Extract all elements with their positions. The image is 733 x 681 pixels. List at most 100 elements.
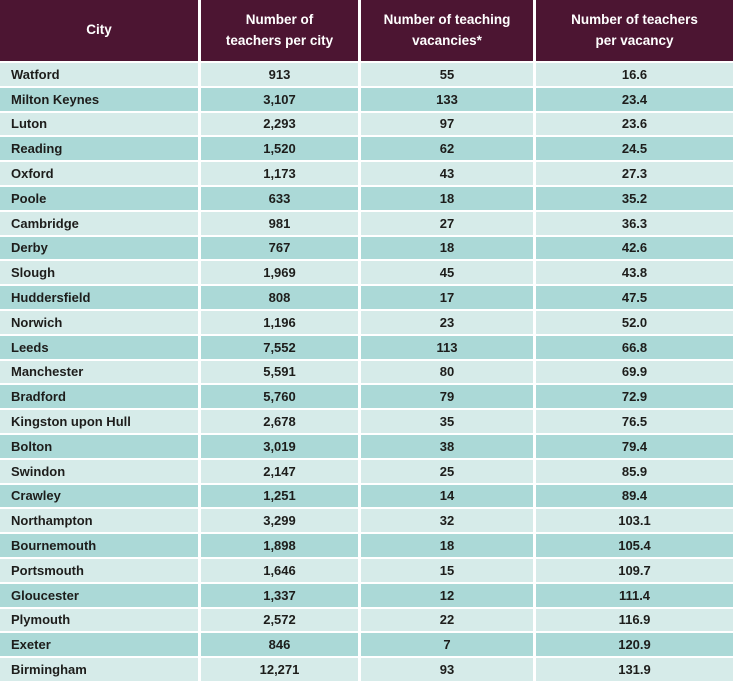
vacancies-count-cell: 55 [361,63,533,86]
city-cell: Milton Keynes [0,87,198,111]
teachers-per-vacancy-cell: 76.5 [536,410,733,433]
city-cell: Manchester [0,360,198,384]
teachers-per-vacancy-cell: 116.9 [536,608,733,632]
city-cell: Kingston upon Hull [0,410,198,433]
city-cell: Slough [0,261,198,285]
teachers-per-vacancy-cell: 23.4 [536,87,733,111]
vacancies-count-cell: 17 [361,286,533,309]
city-cell: Huddersfield [0,286,198,309]
city-cell: Reading [0,137,198,161]
teachers-count-cell: 767 [201,236,358,260]
teachers-per-vacancy-cell: 36.3 [536,211,733,235]
city-cell: Bolton [0,434,198,458]
teachers-count-cell: 3,019 [201,434,358,458]
vacancies-count-cell: 12 [361,583,533,607]
vacancies-count-cell: 27 [361,211,533,235]
teachers-per-vacancy-cell: 89.4 [536,484,733,508]
teachers-per-vacancy-cell: 52.0 [536,310,733,334]
vacancies-count-cell: 14 [361,484,533,508]
teachers-count-cell: 1,898 [201,534,358,557]
teachers-per-vacancy-cell: 111.4 [536,583,733,607]
vacancies-count-cell: 7 [361,633,533,657]
teachers-count-cell: 981 [201,211,358,235]
teachers-per-vacancy-cell: 69.9 [536,360,733,384]
city-cell: Plymouth [0,608,198,632]
city-cell: Northampton [0,509,198,533]
teachers-count-cell: 846 [201,633,358,657]
teachers-per-vacancy-cell: 27.3 [536,162,733,185]
city-cell: Exeter [0,633,198,657]
teachers-count-cell: 1,251 [201,484,358,508]
teachers-count-cell: 2,293 [201,112,358,136]
vacancies-count-cell: 97 [361,112,533,136]
teachers-count-cell: 913 [201,63,358,86]
teachers-per-vacancy-cell: 47.5 [536,286,733,309]
teachers-count-cell: 3,107 [201,87,358,111]
vacancies-count-cell: 79 [361,385,533,409]
vacancies-count-cell: 38 [361,434,533,458]
city-cell: Swindon [0,459,198,483]
teachers-per-vacancy-cell: 109.7 [536,558,733,582]
teachers-count-cell: 1,173 [201,162,358,185]
vacancies-count-cell: 133 [361,87,533,111]
vacancies-count-cell: 93 [361,658,533,681]
column-header-teachers-per-city: Number of teachers per city [201,0,358,61]
city-cell: Bradford [0,385,198,409]
teachers-count-cell: 1,196 [201,310,358,334]
teachers-per-vacancy-cell: 72.9 [536,385,733,409]
teachers-count-cell: 808 [201,286,358,309]
vacancies-count-cell: 18 [361,186,533,210]
city-cell: Norwich [0,310,198,334]
vacancies-count-cell: 80 [361,360,533,384]
city-cell: Oxford [0,162,198,185]
vacancies-count-cell: 15 [361,558,533,582]
city-cell: Derby [0,236,198,260]
vacancies-count-cell: 62 [361,137,533,161]
teachers-per-vacancy-cell: 85.9 [536,459,733,483]
teachers-per-vacancy-cell: 35.2 [536,186,733,210]
teachers-count-cell: 5,591 [201,360,358,384]
city-cell: Watford [0,63,198,86]
city-cell: Birmingham [0,658,198,681]
city-cell: Poole [0,186,198,210]
vacancies-count-cell: 18 [361,236,533,260]
vacancies-count-cell: 45 [361,261,533,285]
teachers-per-vacancy-cell: 42.6 [536,236,733,260]
teachers-count-cell: 1,520 [201,137,358,161]
teachers-count-cell: 2,147 [201,459,358,483]
city-cell: Bournemouth [0,534,198,557]
vacancies-count-cell: 22 [361,608,533,632]
vacancies-count-cell: 35 [361,410,533,433]
teachers-per-vacancy-cell: 120.9 [536,633,733,657]
city-cell: Cambridge [0,211,198,235]
vacancies-count-cell: 18 [361,534,533,557]
teachers-count-cell: 5,760 [201,385,358,409]
teachers-per-vacancy-cell: 79.4 [536,434,733,458]
teachers-count-cell: 7,552 [201,335,358,359]
teachers-count-cell: 1,969 [201,261,358,285]
teachers-per-vacancy-cell: 103.1 [536,509,733,533]
teachers-count-cell: 1,646 [201,558,358,582]
column-header-city: City [0,0,198,61]
teachers-count-cell: 3,299 [201,509,358,533]
teachers-per-vacancy-cell: 16.6 [536,63,733,86]
teachers-per-vacancy-cell: 131.9 [536,658,733,681]
city-cell: Crawley [0,484,198,508]
vacancies-count-cell: 23 [361,310,533,334]
column-header-teaching-vacancies: Number of teaching vacancies* [361,0,533,61]
vacancies-count-cell: 32 [361,509,533,533]
teachers-per-vacancy-cell: 105.4 [536,534,733,557]
city-cell: Gloucester [0,583,198,607]
teachers-per-vacancy-cell: 43.8 [536,261,733,285]
city-cell: Leeds [0,335,198,359]
column-header-teachers-per-vacancy: Number of teachers per vacancy [536,0,733,61]
teachers-per-vacancy-cell: 24.5 [536,137,733,161]
teachers-count-cell: 2,678 [201,410,358,433]
vacancies-count-cell: 25 [361,459,533,483]
teachers-per-vacancy-cell: 23.6 [536,112,733,136]
city-cell: Luton [0,112,198,136]
teachers-count-cell: 1,337 [201,583,358,607]
vacancies-count-cell: 43 [361,162,533,185]
